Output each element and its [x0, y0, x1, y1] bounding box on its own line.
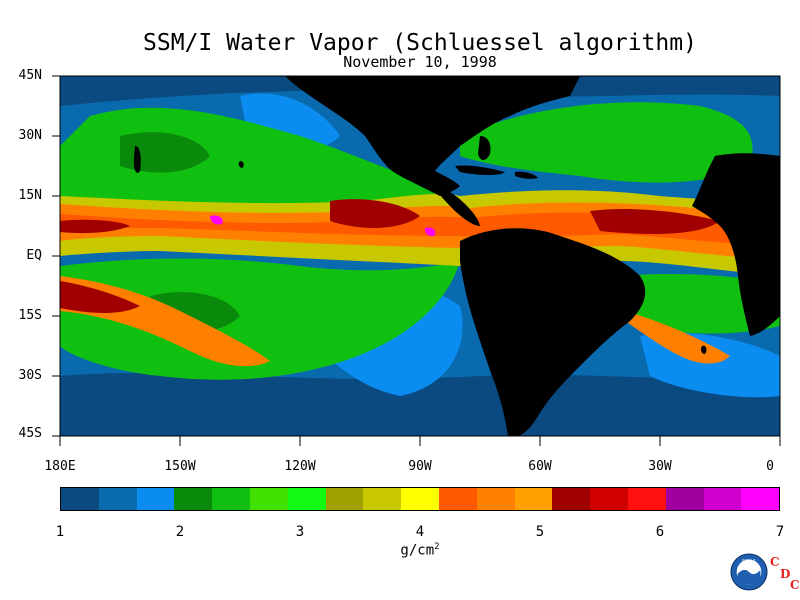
colorbar-segment — [627, 488, 666, 510]
colorbar-segment — [212, 488, 250, 510]
x-label-60w: 60W — [528, 459, 552, 474]
colorbar-label-5: 5 — [535, 524, 545, 540]
colorbar-segment — [98, 488, 137, 510]
colorbar-segment — [741, 488, 780, 510]
magenta-peak-1 — [210, 215, 223, 225]
color-scale-bar — [60, 487, 780, 511]
colorbar-label-7: 7 — [775, 524, 785, 540]
cdc-letter-d: D — [780, 567, 791, 581]
atlantic-island — [701, 345, 707, 354]
y-label-45s: 45S — [18, 426, 42, 441]
africa-land — [692, 153, 780, 336]
south-pacific-green — [60, 258, 460, 380]
map-border — [59, 75, 781, 437]
north-atlantic-green — [460, 102, 753, 183]
units-base: g/cm — [400, 542, 435, 559]
chart-date: November 10, 1998 — [343, 53, 497, 71]
y-label-30n: 30N — [18, 128, 42, 143]
noaa-logo-text: NOAA — [742, 559, 757, 565]
y-label-45n: 45N — [18, 68, 42, 83]
colorbar-segment — [476, 488, 515, 510]
y-ticks — [52, 75, 60, 437]
y-label-15s: 15S — [18, 308, 42, 323]
colorbar-segment — [401, 488, 439, 510]
x-label-30w: 30W — [648, 459, 672, 474]
colorbar-segment — [514, 488, 553, 510]
north-america-land — [285, 76, 580, 196]
units-label: g/cm2 — [380, 542, 460, 559]
hawaii-land — [133, 146, 141, 173]
units-exponent: 2 — [434, 542, 440, 552]
colorbar-segment — [665, 488, 704, 510]
colorbar-segment — [438, 488, 477, 510]
x-label-150w: 150W — [164, 459, 196, 474]
south-dry-band — [60, 373, 780, 436]
dark-green-patches — [120, 132, 240, 333]
colorbar-segment — [363, 488, 402, 510]
island-land — [238, 161, 244, 168]
colorbar-segment — [703, 488, 742, 510]
noaa-logo: NOAA — [730, 553, 768, 591]
colorbar-label-1: 1 — [55, 524, 65, 540]
x-label-0: 0 — [766, 459, 774, 474]
colorbar-segment — [249, 488, 288, 510]
y-label-30s: 30S — [18, 368, 42, 383]
x-ticks — [59, 436, 781, 446]
colorbar-segment — [61, 488, 99, 510]
colorbar-segment — [325, 488, 364, 510]
y-label-15n: 15N — [18, 188, 42, 203]
florida-land — [478, 136, 491, 160]
itcz-dark-red — [60, 199, 720, 234]
x-label-90w: 90W — [408, 459, 432, 474]
colorbar-segment — [174, 488, 213, 510]
south-america-land — [460, 228, 646, 436]
colorbar-label-4: 4 — [415, 524, 425, 540]
colorbar-segment — [136, 488, 175, 510]
cdc-letter-c2: C — [790, 578, 800, 592]
colorbar-segment — [287, 488, 326, 510]
colorbar-label-2: 2 — [175, 524, 185, 540]
chart-title: SSM/I Water Vapor (Schluessel algorithm) — [143, 30, 697, 56]
colorbar-segment — [552, 488, 591, 510]
cdc-letter-c1: C — [770, 555, 780, 569]
x-label-120w: 120W — [284, 459, 316, 474]
magenta-peak-2 — [424, 227, 436, 237]
colorbar-segment — [590, 488, 628, 510]
caribbean-islands — [455, 165, 538, 179]
central-america-land — [435, 186, 480, 226]
y-label-eq: EQ — [26, 248, 42, 263]
colorbar-label-6: 6 — [655, 524, 665, 540]
colorbar-label-3: 3 — [295, 524, 305, 540]
x-label-180e: 180E — [44, 459, 76, 474]
spcz-red — [60, 281, 140, 313]
water-vapor-map — [60, 76, 780, 436]
